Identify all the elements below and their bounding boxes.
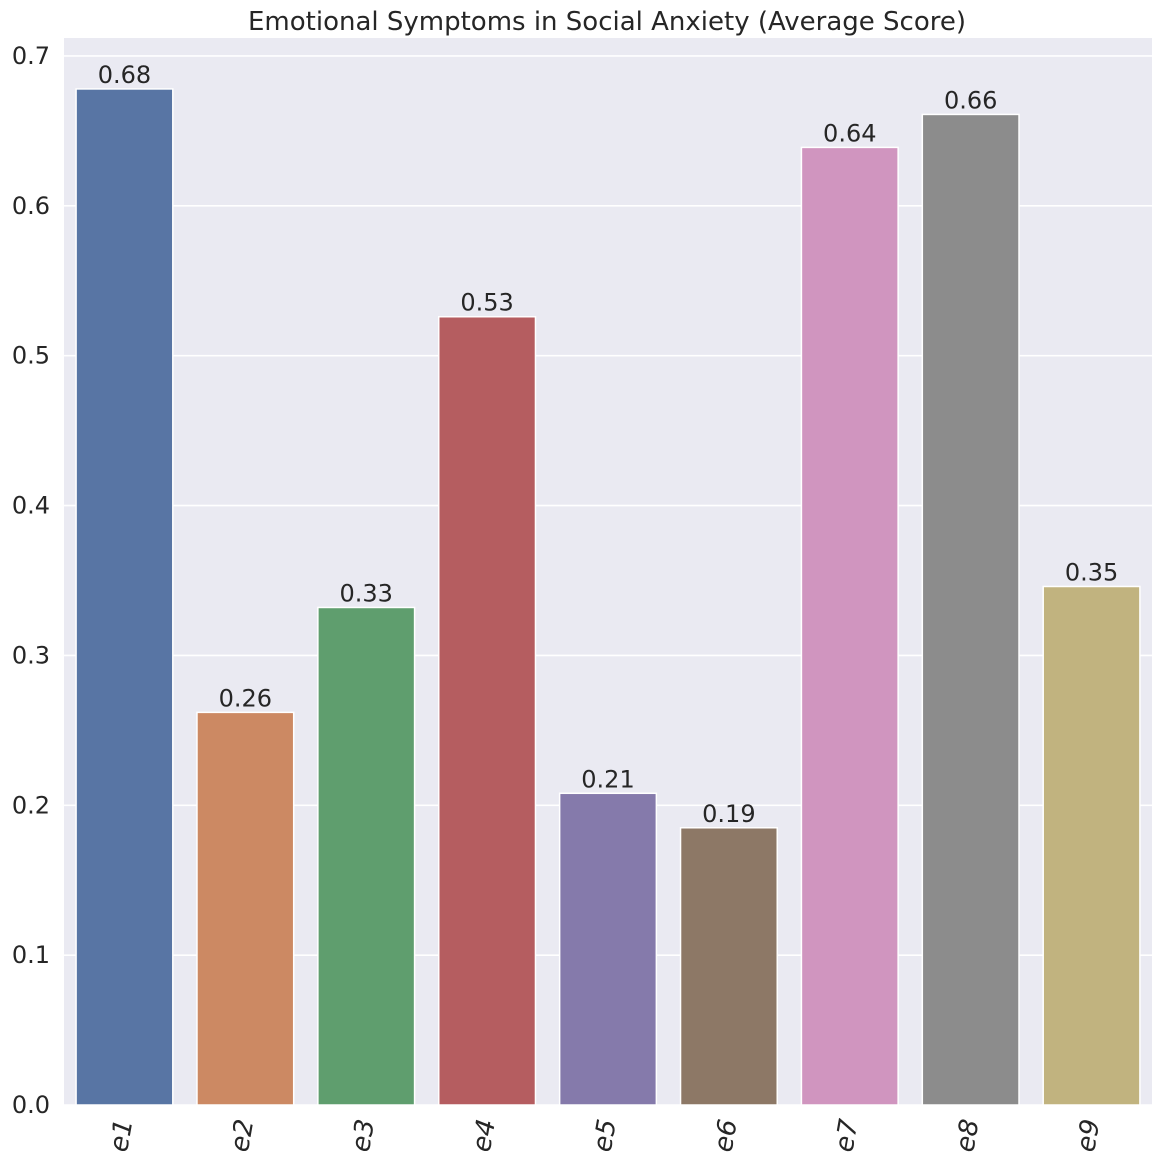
bar-value-label: 0.68 xyxy=(98,61,151,89)
bar-value-label: 0.26 xyxy=(219,684,272,712)
chart-title: Emotional Symptoms in Social Anxiety (Av… xyxy=(248,7,966,37)
bar-value-label: 0.19 xyxy=(702,800,755,828)
bar-value-labels: 0.68 0.26 0.33 0.53 0.21 0.19 0.64 0.66 0.35 xyxy=(98,61,1119,828)
y-tick-label: 0.5 xyxy=(12,342,50,370)
bar-e5 xyxy=(558,792,658,1106)
x-tick-label: e8 xyxy=(950,1117,985,1154)
bar-value-label: 0.21 xyxy=(581,765,634,793)
bar-value-label: 0.64 xyxy=(823,119,876,147)
bar-value-label: 0.66 xyxy=(944,86,997,114)
bar-value-label: 0.35 xyxy=(1065,558,1118,586)
x-axis-ticks: e1 e2 e3 e4 e5 e6 e7 e8 e9 xyxy=(104,1117,1106,1155)
y-tick-label: 0.4 xyxy=(12,492,50,520)
y-tick-label: 0.3 xyxy=(12,641,50,669)
y-axis-ticks: 0.0 0.1 0.2 0.3 0.4 0.5 0.6 0.7 xyxy=(12,42,50,1119)
bar-e9 xyxy=(1042,585,1141,1106)
y-tick-label: 0.0 xyxy=(12,1091,50,1119)
x-tick-label: e3 xyxy=(346,1117,381,1154)
x-tick-label: e9 xyxy=(1071,1117,1106,1154)
bar-value-label: 0.33 xyxy=(340,579,393,607)
bar-e1 xyxy=(75,88,174,1106)
y-tick-label: 0.1 xyxy=(12,941,50,969)
bars xyxy=(75,88,1141,1106)
x-tick-label: e1 xyxy=(104,1117,139,1154)
y-tick-label: 0.7 xyxy=(12,42,50,70)
bar-value-label: 0.53 xyxy=(460,289,513,317)
bar-e3 xyxy=(317,606,416,1106)
y-tick-label: 0.6 xyxy=(12,192,50,220)
x-tick-label: e5 xyxy=(588,1117,623,1154)
x-tick-label: e4 xyxy=(467,1117,502,1154)
x-tick-label: e2 xyxy=(225,1117,260,1154)
x-tick-label: e7 xyxy=(829,1117,864,1155)
bar-e7 xyxy=(800,146,899,1106)
y-tick-label: 0.2 xyxy=(12,791,50,819)
bar-e4 xyxy=(438,315,537,1106)
bar-e2 xyxy=(196,711,295,1106)
bar-e8 xyxy=(921,113,1020,1106)
bar-e6 xyxy=(679,827,778,1106)
x-tick-label: e6 xyxy=(709,1117,744,1154)
